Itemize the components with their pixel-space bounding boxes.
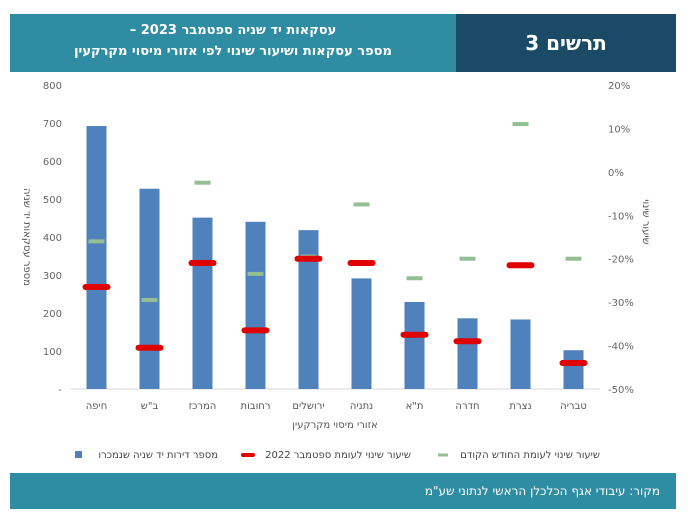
bar xyxy=(139,188,160,389)
category-label: ב"ש xyxy=(141,401,159,412)
left-axis-tick-label: 600 xyxy=(43,157,62,168)
chart-header: עסקאות יד שניה ספטמבר 2023 – מספר עסקאות… xyxy=(10,14,676,72)
bar xyxy=(245,221,266,389)
source-footer: מקור: עיבודי אגף הכלכלן הראשי לנתוני שע"… xyxy=(10,473,676,509)
right-axis-tick-label: 10% xyxy=(608,124,630,135)
left-axis-tick-label: 200 xyxy=(43,309,62,320)
category-label: רחובות xyxy=(241,401,271,412)
bar xyxy=(563,350,584,389)
right-axis-tick-label: -20% xyxy=(608,255,634,266)
category-label: נצרת xyxy=(509,401,531,412)
left-axis-tick-label: 500 xyxy=(43,195,62,206)
legend-label-yoy: שיעור שינוי לעומת ספטמבר 2022 xyxy=(265,450,411,461)
left-axis-title: מספר עסקאות יד שניה xyxy=(21,188,32,286)
right-axis-tick-label: 20% xyxy=(608,81,630,92)
right-axis-tick-label: -50% xyxy=(608,385,634,396)
bar xyxy=(404,301,425,389)
right-axis-tick-label: -30% xyxy=(608,298,634,309)
category-label: המרכז xyxy=(189,401,217,412)
chart-title-line2: מספר עסקאות ושיעור שינוי לפי אזורי מיסוי… xyxy=(74,44,392,59)
legend-label-bars: מספר דירות יד שניה שנמכרו xyxy=(98,450,218,461)
legend-swatch-bars xyxy=(75,451,82,458)
left-axis-tick-label: 100 xyxy=(43,347,62,358)
left-axis-tick-label: 800 xyxy=(43,81,62,92)
x-axis-title: אזורי מיסוי מקרקעין xyxy=(292,420,377,431)
right-axis-tick-label: -40% xyxy=(608,342,634,353)
source-note: מקור: עיבודי אגף הכלכלן הראשי לנתוני שע"… xyxy=(424,484,660,498)
header-title-panel: עסקאות יד שניה ספטמבר 2023 – מספר עסקאות… xyxy=(10,14,456,72)
bar xyxy=(351,278,372,389)
chart-title-line1: עסקאות יד שניה ספטמבר 2023 – xyxy=(129,23,337,38)
category-label: ת"א xyxy=(406,401,424,412)
left-axis-tick-label: - xyxy=(58,385,62,396)
bar xyxy=(86,126,107,389)
category-label: ירושלים xyxy=(292,401,324,412)
bar xyxy=(298,230,319,389)
left-axis-tick-label: 700 xyxy=(43,119,62,130)
left-axis-tick-label: 400 xyxy=(43,233,62,244)
bar xyxy=(192,217,213,389)
left-axis-tick-label: 300 xyxy=(43,271,62,282)
bar xyxy=(457,318,478,389)
legend-label-prev-month: שיעור שינוי לעומת החודש הקודם xyxy=(460,450,600,461)
category-label: חיפה xyxy=(86,401,108,412)
right-axis-tick-label: 0% xyxy=(608,168,624,179)
category-label: חדרה xyxy=(455,401,479,412)
category-label: טבריה xyxy=(560,401,587,412)
category-label: נתניה xyxy=(350,401,373,412)
figure-label: תרשים 3 xyxy=(456,14,676,72)
right-axis-title: שיעור שינוי xyxy=(640,199,651,244)
right-axis-tick-label: -10% xyxy=(608,211,634,222)
bar xyxy=(510,319,531,389)
